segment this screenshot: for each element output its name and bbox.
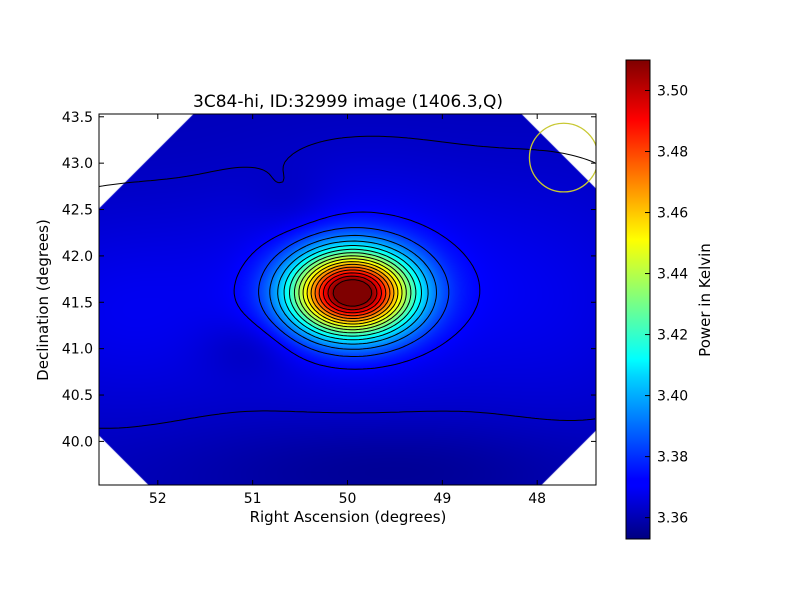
contour-level-5 [283,245,422,341]
heatmap-image [99,114,596,485]
contour-level-15 [327,275,378,311]
contour-level-12 [314,266,391,319]
colorbar: 3.36 3.38 3.40 3.42 3.44 3.46 3.48 3.50 Power i… [625,59,714,540]
colorbar-bar [625,59,651,540]
y-tick-label: 40.0 [62,434,93,450]
contour-level-10 [306,261,399,325]
contour-level-0 [99,135,596,429]
colorbar-tick-label: 3.46 [657,206,688,222]
x-axis: 52 51 50 49 48 [149,114,546,507]
contour-level-14 [322,272,382,314]
colorbar-tick-label: 3.50 [657,84,688,100]
contour-level-16 [332,279,373,307]
contour-level-4 [277,240,429,345]
contour-level-6 [289,248,417,337]
colorbar-tick-label: 3.44 [657,267,688,283]
x-tick-label: 50 [339,491,357,507]
contour-lines [99,135,596,429]
y-tick-label: 40.5 [62,388,93,404]
y-tick-label: 41.0 [62,342,93,358]
contour-level-1 [233,211,481,370]
y-tick-label: 41.5 [62,295,93,311]
x-tick-label: 51 [244,491,262,507]
x-tick-label: 49 [433,491,451,507]
contour-level-8 [298,255,407,331]
colorbar-tick-label: 3.48 [657,145,688,161]
contour-level-13 [318,269,387,317]
colorbar-tick-label: 3.38 [657,450,688,466]
y-tick-label: 42.0 [62,249,93,265]
colorbar-label: Power in Kelvin [696,243,714,357]
contour-level-2 [258,227,450,357]
y-tick-label: 42.5 [62,203,93,219]
colorbar-tick-label: 3.36 [657,511,688,527]
plot-area: 52 51 50 49 48 40.040.541.041.542.042.543.04… [62,110,597,507]
contour-level-11 [310,263,395,322]
y-axis: 40.0 40.5 41.0 41.5 42.0 42.5 43.0 43.5 [62,110,596,450]
contour-level-7 [293,252,412,334]
x-tick-label: 52 [149,491,167,507]
beam-circle [528,122,596,193]
chart-title: 3C84-hi, ID:32999 image (1406.3,Q) [193,92,503,112]
colorbar-tick-label: 3.40 [657,389,688,405]
contour-level-9 [302,258,403,328]
x-axis-label: Right Ascension (degrees) [250,508,447,526]
y-tick-label: 43.0 [62,156,93,172]
colorbar-ticks: 3.36 3.38 3.40 3.42 3.44 3.46 3.48 3.50 [645,84,688,527]
colorbar-tick-label: 3.42 [657,328,688,344]
x-tick-label: 48 [528,491,546,507]
y-axis-label: Declination (degrees) [34,219,52,381]
contour-level-3 [269,234,437,350]
y-tick-label: 43.5 [62,110,93,126]
